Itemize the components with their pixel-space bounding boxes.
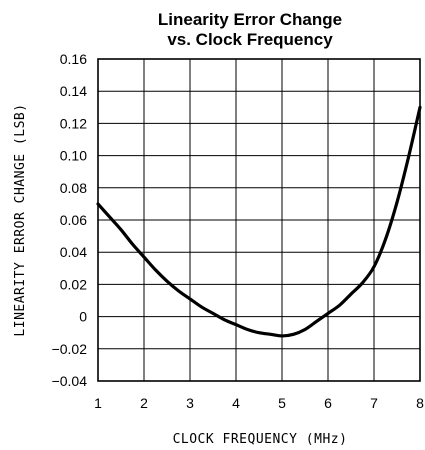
grid [97,58,421,382]
y-tick-label: 0.12 [60,115,87,131]
series-line-0 [96,105,422,338]
y-tick-label: 0.06 [60,212,87,228]
x-tick-labels: 1 2 3 4 5 6 7 8 [94,395,424,411]
y-tick-label: 0.08 [60,180,87,196]
x-tick-label: 7 [370,395,378,411]
y-tick-labels: 0.16 0.14 0.12 0.10 0.08 0.06 0.04 0.02 0 −0.02 −0… [52,51,88,389]
x-tick-label: 8 [416,395,424,411]
plot-frame [97,58,421,382]
y-tick-label: 0.04 [60,244,87,260]
y-tick-label: 0 [79,309,87,325]
y-tick-label: 0.02 [60,276,87,292]
y-tick-label: −0.04 [52,373,88,389]
x-tick-label: 6 [324,395,332,411]
y-tick-label: 0.10 [60,148,87,164]
x-axis-label: CLOCK FREQUENCY (MHz) [173,432,348,447]
series [96,105,422,338]
y-tick-label: 0.16 [60,51,87,67]
chart-title-line-1: Linearity Error Change [158,10,342,29]
y-axis-label: LINEARITY ERROR CHANGE (LSB) [13,103,28,336]
x-tick-label: 5 [278,395,286,411]
x-tick-label: 4 [232,395,240,411]
y-tick-label: −0.02 [52,341,88,357]
x-tick-label: 1 [94,395,102,411]
x-tick-label: 2 [140,395,148,411]
chart-title-line-2: vs. Clock Frequency [167,30,333,49]
x-tick-label: 3 [186,395,194,411]
y-tick-label: 0.14 [60,83,87,99]
